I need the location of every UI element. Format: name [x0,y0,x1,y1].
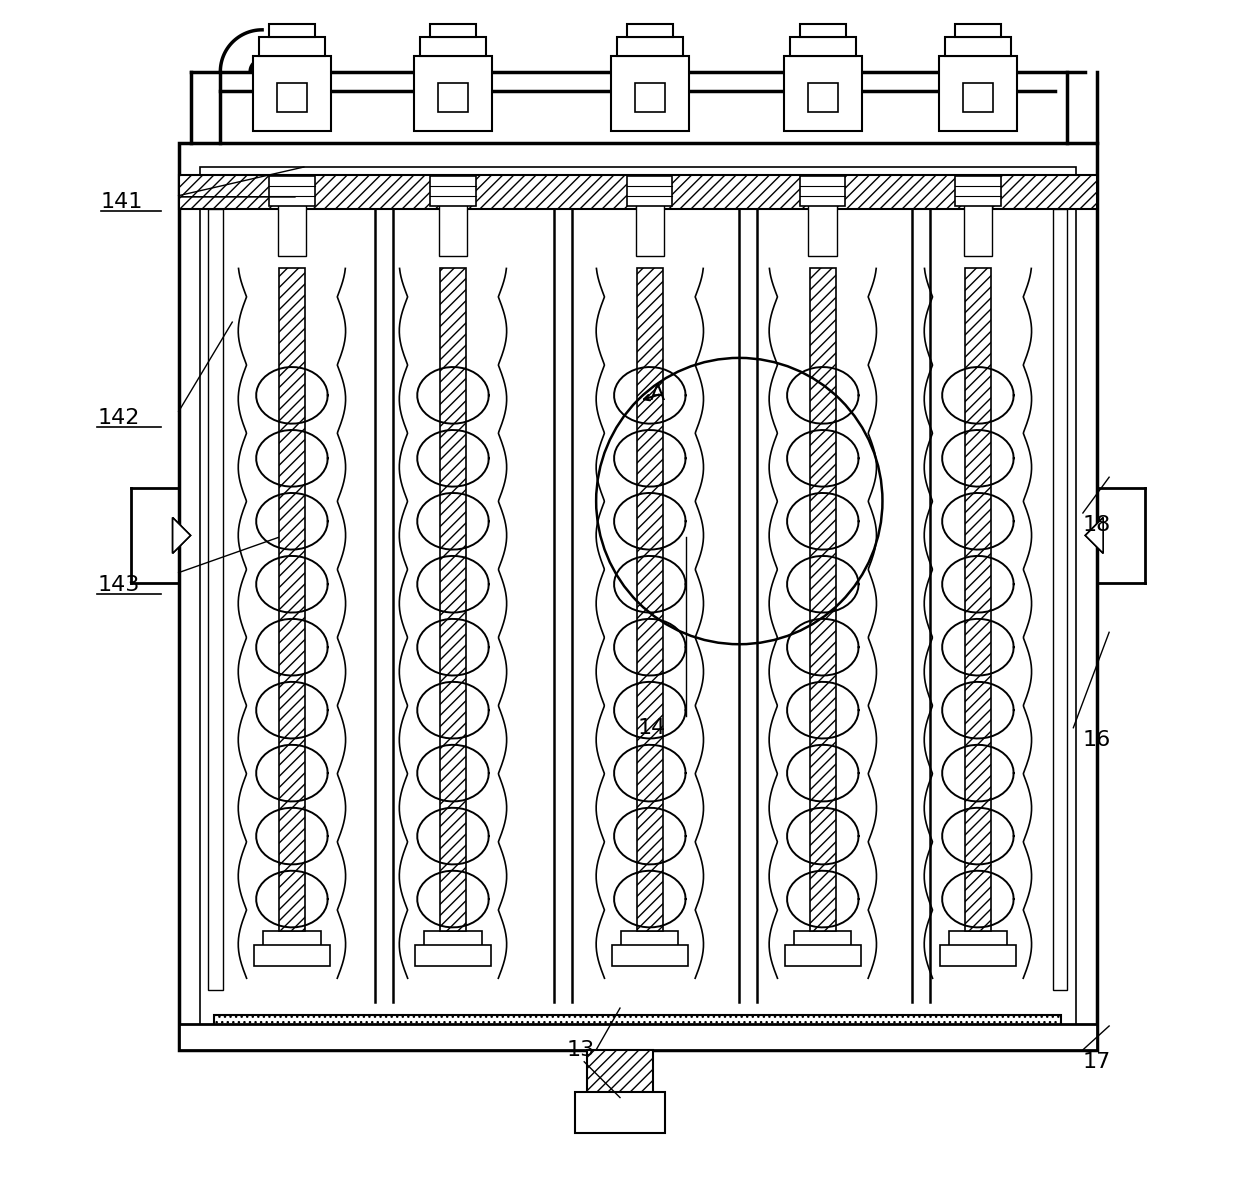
Bar [955,24,1001,37]
Bar [965,268,991,931]
Bar [179,175,1097,209]
Bar [200,167,1076,1026]
Bar [616,37,683,56]
Bar [808,191,837,256]
Bar [269,175,315,205]
Text: 17: 17 [1083,1052,1111,1071]
Bar [621,931,678,964]
Bar [940,945,1016,966]
Bar [810,268,836,931]
Bar [278,191,306,256]
Bar [785,945,861,966]
Bar [438,82,467,112]
Polygon shape [172,518,191,554]
Text: 142: 142 [98,408,140,427]
Text: 14: 14 [637,718,666,737]
Text: 141: 141 [100,192,144,211]
Text: A: A [650,384,665,403]
Bar [179,143,1097,1050]
Bar [440,268,466,931]
Bar [794,931,852,964]
Polygon shape [1085,518,1104,554]
Text: 143: 143 [98,575,140,594]
Bar [963,191,992,256]
Bar [963,82,993,112]
Bar [269,24,315,37]
Bar [208,209,223,990]
Bar [414,56,492,131]
Bar [279,268,305,931]
Bar [950,931,1007,964]
Bar [263,931,321,964]
Bar [945,37,1011,56]
Bar [800,24,846,37]
Bar [636,191,665,256]
Bar [420,37,486,56]
Polygon shape [1085,518,1104,554]
Bar [215,1015,1061,1044]
Bar [1053,209,1068,990]
Bar [635,82,665,112]
Text: 18: 18 [1083,515,1111,534]
Text: 16: 16 [1083,730,1111,749]
Bar [259,37,325,56]
Bar [955,175,1001,205]
Bar [636,268,663,931]
Bar [790,37,856,56]
Bar [424,931,481,964]
Bar [430,175,476,205]
Bar [626,24,673,37]
Bar [611,945,688,966]
Bar [439,191,467,256]
Bar [415,945,491,966]
Bar [575,1092,665,1133]
Bar [277,82,306,112]
Bar [800,175,846,205]
Text: 13: 13 [567,1040,594,1059]
Bar [939,56,1017,131]
Polygon shape [172,518,191,554]
Bar [430,24,476,37]
Bar [627,175,672,205]
Bar [588,1050,652,1098]
Bar [254,945,330,966]
Bar [179,1024,1097,1050]
Bar [808,82,838,112]
Bar [611,56,688,131]
Bar [253,56,331,131]
Bar [784,56,862,131]
